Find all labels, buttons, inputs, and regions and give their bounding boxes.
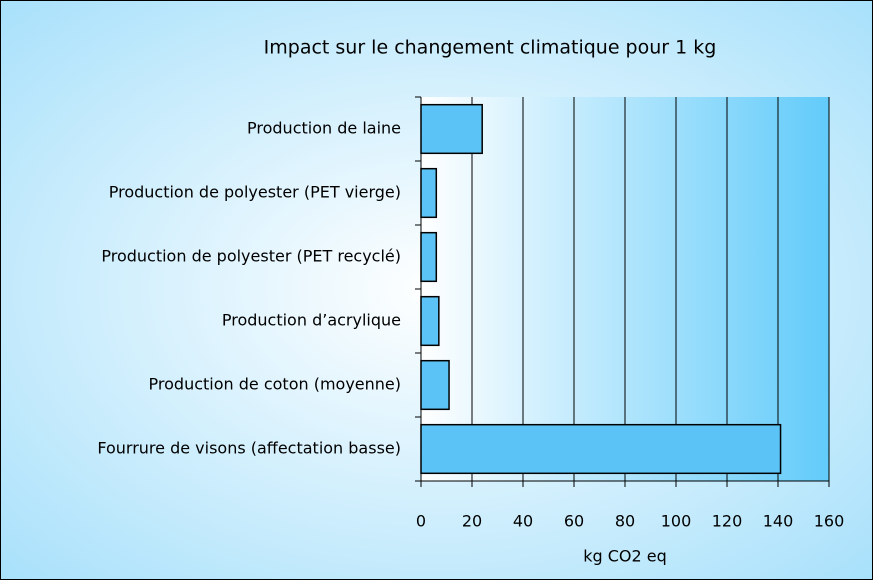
bar <box>420 295 440 347</box>
chart-title: Impact sur le changement climatique pour… <box>264 37 717 59</box>
x-tick-label: 120 <box>712 512 743 531</box>
x-tick-label: 160 <box>814 512 845 531</box>
bar <box>420 359 450 411</box>
x-axis-label: kg CO2 eq <box>583 547 667 566</box>
y-tick-label: Production de laine <box>247 119 401 138</box>
x-tick-label: 80 <box>615 512 635 531</box>
x-tick-label: 20 <box>462 512 482 531</box>
x-tick-label: 40 <box>513 512 533 531</box>
y-tick-label: Fourrure de visons (affectation basse) <box>97 439 401 458</box>
x-tick-label: 0 <box>416 512 426 531</box>
y-tick-label: Production d’acrylique <box>222 311 401 330</box>
y-tick-label: Production de polyester (PET vierge) <box>109 183 401 202</box>
bar <box>420 231 438 283</box>
x-tick-label: 100 <box>661 512 692 531</box>
y-tick-label: Production de coton (moyenne) <box>149 375 401 394</box>
bar <box>420 423 782 475</box>
x-tick-label: 140 <box>763 512 794 531</box>
y-tick-label: Production de polyester (PET recyclé) <box>101 247 401 266</box>
bar <box>420 167 438 219</box>
x-tick-label: 60 <box>564 512 584 531</box>
bar <box>420 103 483 155</box>
